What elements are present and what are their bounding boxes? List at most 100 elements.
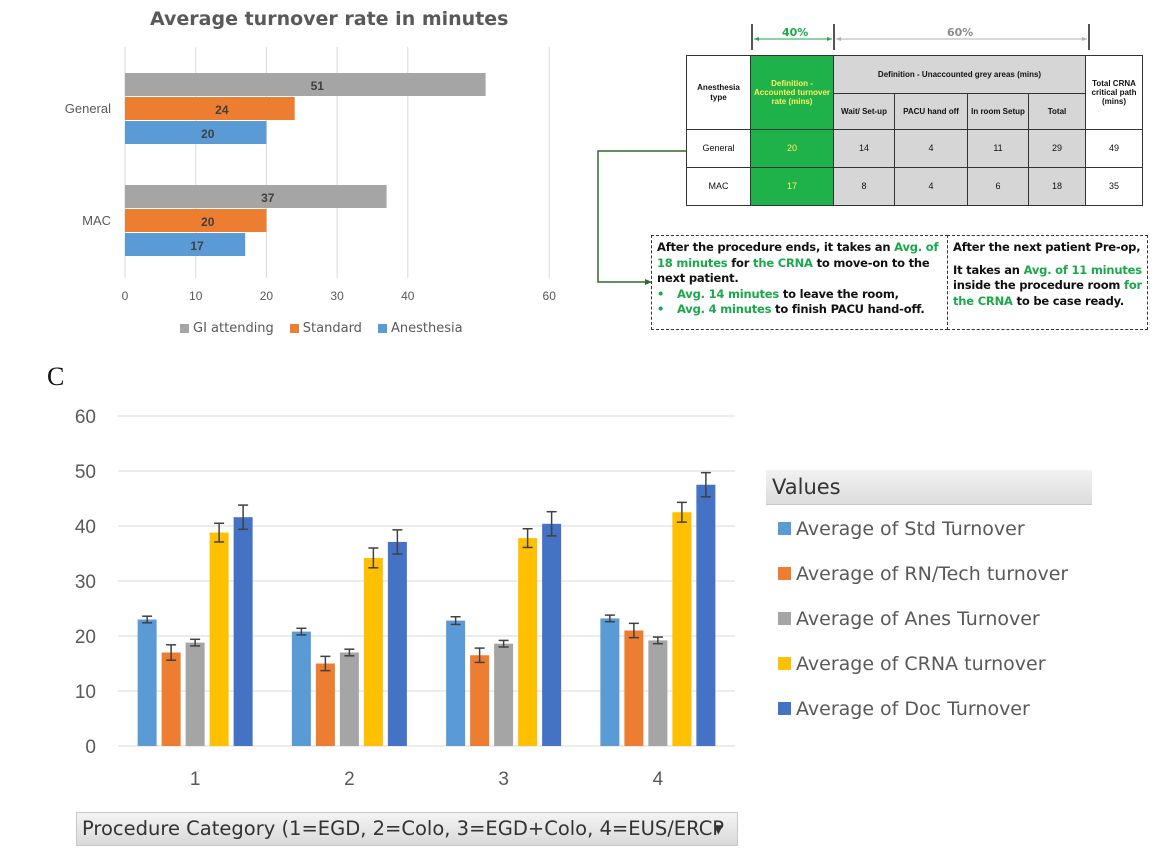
bar-data-label: 51 bbox=[311, 79, 325, 93]
legend-swatch bbox=[778, 522, 791, 535]
legend-entry: Average of Std Turnover bbox=[766, 506, 1092, 551]
bar-data-label: 17 bbox=[190, 239, 204, 253]
bar bbox=[339, 652, 359, 746]
bar bbox=[672, 512, 692, 746]
bar bbox=[600, 618, 620, 746]
x-tick-label: 20 bbox=[260, 289, 274, 303]
legend-label: Average of RN/Tech turnover bbox=[796, 562, 1069, 585]
callout-r2b: Avg. of 11 minutes bbox=[1023, 262, 1143, 277]
bar bbox=[125, 97, 295, 120]
callout-left: After the procedure ends, it takes an Av… bbox=[651, 235, 948, 330]
callout-b1a: Avg. 14 minutes bbox=[677, 286, 780, 301]
legend-label: Average of CRNA turnover bbox=[796, 652, 1046, 675]
callout-r3a: inside the procedure room bbox=[953, 278, 1125, 292]
subheader-pacu: PACU hand off bbox=[894, 93, 968, 130]
row-total: 18 bbox=[1028, 167, 1086, 206]
y-tick-label: 50 bbox=[75, 462, 96, 483]
y-tick-label: 0 bbox=[85, 737, 96, 758]
y-tick-label: 30 bbox=[75, 572, 96, 593]
panel-label: C bbox=[47, 362, 65, 391]
bar bbox=[125, 233, 246, 256]
bar bbox=[624, 630, 644, 746]
bar bbox=[446, 620, 466, 746]
row-type: General bbox=[686, 129, 751, 168]
bar bbox=[125, 209, 267, 232]
legend-label: Anesthesia bbox=[390, 321, 463, 336]
legend-swatch bbox=[180, 324, 189, 333]
top-chart-title: Average turnover rate in minutes bbox=[150, 8, 509, 30]
pct-unaccounted-label: 60% bbox=[947, 26, 974, 39]
bar-data-label: 20 bbox=[201, 127, 215, 141]
bar bbox=[125, 73, 486, 96]
row-inroom: 6 bbox=[967, 167, 1029, 206]
bar bbox=[648, 640, 668, 746]
legend-label: Average of Doc Turnover bbox=[796, 697, 1030, 720]
subheader-total: Total bbox=[1028, 93, 1086, 130]
legend-swatch bbox=[778, 657, 791, 670]
bar bbox=[125, 121, 267, 144]
legend-entry: Average of Anes Turnover bbox=[766, 596, 1092, 641]
subheader-inroom: In room Setup bbox=[967, 93, 1029, 130]
subheader-wait: Wait/ Set-up bbox=[833, 93, 895, 130]
x-tick-label: 3 bbox=[498, 769, 509, 790]
callout-b2a: Avg. 4 minutes bbox=[677, 302, 772, 316]
chevron-down-icon[interactable]: ▼ bbox=[713, 822, 723, 836]
y-tick-label: 60 bbox=[75, 407, 96, 428]
bottom-chart-legend: Values Average of Std Turnover Average of… bbox=[766, 470, 1092, 731]
procedure-category-filter[interactable]: Procedure Category (1=EGD, 2=Colo, 3=EGD… bbox=[76, 812, 738, 846]
bar bbox=[209, 532, 229, 746]
callout-l2b: for bbox=[727, 255, 754, 270]
callout-r4a: the CRNA bbox=[953, 293, 1013, 308]
row-crna: 49 bbox=[1085, 129, 1143, 168]
procedure-turnover-chart: 0 10 20 30 40 50 60 1 2 3 4 bbox=[75, 407, 735, 790]
y-tick-label: 40 bbox=[75, 517, 96, 538]
y-tick-label: 10 bbox=[75, 682, 96, 703]
table-row: General 20 14 4 11 29 49 bbox=[686, 129, 1143, 168]
callout-l2c: the CRNA bbox=[753, 255, 813, 270]
y-tick-label: 20 bbox=[75, 627, 96, 648]
legend-label: GI attending bbox=[193, 321, 274, 336]
bar bbox=[185, 642, 205, 746]
bar bbox=[161, 652, 181, 746]
top-chart-legend: GI attending Standard Anesthesia bbox=[180, 321, 463, 336]
connector-arrow bbox=[597, 150, 686, 285]
legend-entry: GI attending bbox=[180, 321, 274, 336]
legend-swatch bbox=[377, 324, 387, 333]
x-tick-label: 0 bbox=[122, 289, 129, 303]
legend-label: Standard bbox=[302, 321, 362, 336]
x-tick-label: 40 bbox=[401, 289, 415, 303]
legend-swatch bbox=[778, 702, 791, 715]
row-crna: 35 bbox=[1085, 167, 1143, 206]
callout-r2a: It takes an bbox=[953, 262, 1024, 277]
legend-label: Average of Anes Turnover bbox=[796, 607, 1040, 630]
bar bbox=[137, 619, 157, 746]
row-wait: 8 bbox=[833, 167, 895, 206]
filter-label: Procedure Category (1=EGD, 2=Colo, 3=EGD… bbox=[82, 817, 725, 840]
row-accounted: 17 bbox=[750, 167, 834, 206]
bar bbox=[470, 655, 490, 746]
x-tick-label: 1 bbox=[190, 769, 201, 790]
callout-b1b: to leave the room, bbox=[779, 286, 899, 301]
callout-r3b: for bbox=[1124, 278, 1142, 292]
bar bbox=[387, 541, 407, 746]
header-grey-areas: Definition - Unaccounted grey areas (min… bbox=[833, 55, 1086, 94]
percentage-brackets bbox=[751, 24, 1090, 50]
legend-entry: Average of Doc Turnover bbox=[766, 686, 1092, 731]
callout-right: After the next patient Pre-op, It takes … bbox=[947, 235, 1148, 330]
bar bbox=[518, 538, 538, 746]
legend-swatch bbox=[778, 612, 791, 625]
bar bbox=[291, 631, 311, 746]
header-total-crna: Total CRNA critical path (mins) bbox=[1085, 55, 1143, 130]
row-accounted: 20 bbox=[750, 129, 834, 168]
row-wait: 14 bbox=[833, 129, 895, 168]
row-pacu: 4 bbox=[894, 167, 968, 206]
header-accounted: Definition - Accounted turnover rate (mi… bbox=[750, 55, 834, 130]
bar-data-label: 24 bbox=[215, 103, 229, 117]
x-tick-label: 4 bbox=[653, 769, 664, 790]
bar bbox=[125, 185, 387, 208]
pct-accounted-label: 40% bbox=[782, 26, 809, 39]
bar bbox=[494, 643, 514, 746]
legend-swatch bbox=[289, 324, 299, 333]
bar-data-label: 37 bbox=[261, 191, 275, 205]
